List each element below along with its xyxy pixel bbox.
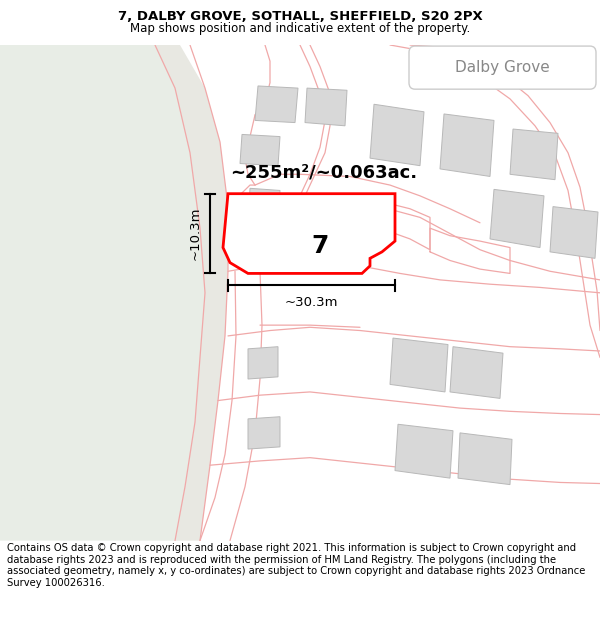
Text: ~10.3m: ~10.3m	[189, 207, 202, 260]
Polygon shape	[0, 45, 205, 541]
Text: Contains OS data © Crown copyright and database right 2021. This information is : Contains OS data © Crown copyright and d…	[7, 543, 586, 588]
Polygon shape	[155, 45, 228, 541]
Text: 7, DALBY GROVE, SOTHALL, SHEFFIELD, S20 2PX: 7, DALBY GROVE, SOTHALL, SHEFFIELD, S20 …	[118, 10, 482, 23]
Polygon shape	[248, 188, 280, 225]
Polygon shape	[248, 417, 280, 449]
Polygon shape	[248, 198, 282, 239]
Text: Map shows position and indicative extent of the property.: Map shows position and indicative extent…	[130, 22, 470, 35]
Polygon shape	[240, 134, 280, 166]
Text: 7: 7	[311, 234, 329, 258]
Polygon shape	[370, 104, 424, 166]
Polygon shape	[458, 433, 512, 484]
Polygon shape	[440, 114, 494, 176]
Polygon shape	[490, 189, 544, 248]
Text: Dalby Grove: Dalby Grove	[455, 60, 550, 75]
Text: ~30.3m: ~30.3m	[285, 296, 338, 309]
Polygon shape	[395, 424, 453, 478]
Polygon shape	[223, 194, 395, 273]
Polygon shape	[510, 129, 558, 179]
Polygon shape	[450, 347, 503, 398]
Polygon shape	[550, 207, 598, 258]
Polygon shape	[390, 338, 448, 392]
Polygon shape	[305, 88, 347, 126]
Text: ~255m²/~0.063ac.: ~255m²/~0.063ac.	[230, 164, 417, 182]
Polygon shape	[255, 86, 298, 123]
FancyBboxPatch shape	[409, 46, 596, 89]
Polygon shape	[248, 347, 278, 379]
